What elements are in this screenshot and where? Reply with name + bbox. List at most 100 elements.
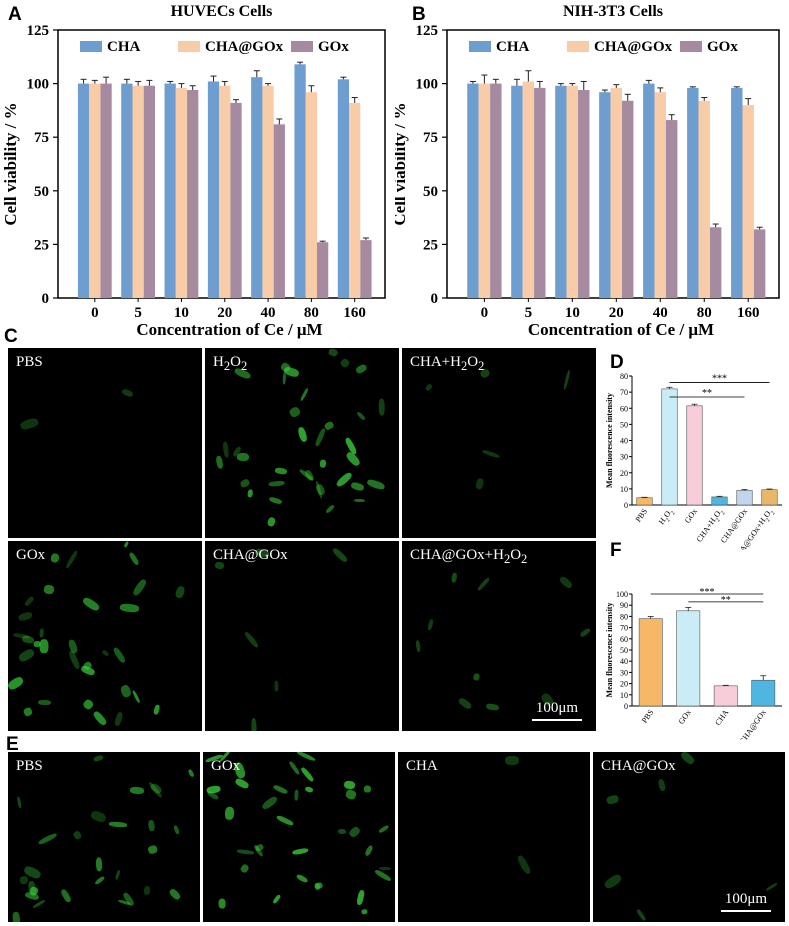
cell-spot [49,553,60,564]
bar [661,388,678,506]
cell-spot [147,844,159,854]
bar-gox [534,87,546,298]
cell-spot [186,769,195,779]
y-tick-label: 50 [620,420,628,429]
cell-spot [294,789,300,801]
tile-label: GOx [16,547,46,563]
y-tick-label: 80 [620,372,628,381]
bar-cha-gox [478,83,491,298]
y-tick-label: 40 [620,657,628,666]
cell-spot [299,387,309,402]
chart-title: NIH-3T3 Cells [563,3,663,20]
bar [736,490,753,506]
cell-spot [39,639,49,654]
cell-spot [474,477,485,491]
bar-gox [100,83,112,298]
bar-cha-gox [349,102,361,299]
cell-spot [15,796,22,810]
x-axis-label: Concentration of Ce / μM [528,320,714,339]
bar-cha [511,85,523,298]
bar-cha-gox [610,87,623,298]
cell-spot [363,844,374,857]
bar-cha [731,87,743,298]
cell-spot [558,574,574,590]
bar [676,610,701,707]
panel-label-e: E [6,734,19,755]
y-tick-label: 60 [620,635,628,644]
cell-spot [173,585,186,600]
cell-spot [273,783,289,795]
significance-label: ** [702,388,712,399]
cell-spot [337,828,347,835]
cell-spot [31,898,46,909]
legend-swatch [178,41,200,52]
cell-spot [603,872,624,890]
cell-spot [243,630,260,649]
microscopy-tile: CHA@GOx+H2O2 100μm [402,541,596,731]
cell-spot [224,806,235,821]
bar-cha [121,83,133,298]
cell-spot [120,388,134,399]
cell-spot [304,785,314,794]
cell-spot [8,675,26,692]
cell-spot [237,848,255,855]
bar-cha [337,79,350,298]
legend-label: CHA@GOx [594,39,673,55]
microscopy-tile: CHA [398,752,590,922]
cell-spot [19,417,40,431]
cell-spot [296,752,317,762]
cell-spot [172,824,180,835]
bar-gox [273,124,285,298]
cell-spot [143,885,151,895]
microscopy-tile: GOx [8,541,202,731]
x-tick-label: 80 [697,305,712,321]
y-tick-label: 100 [416,77,439,93]
legend-label: GOx [707,39,738,55]
y-axis-label: Cell viability / % [1,102,20,225]
bar-gox [753,229,766,298]
cell-spot [222,441,230,459]
cell-spot [476,576,491,591]
microscopy-tile: CHA@GOx 100μm [593,752,785,922]
cell-spot [288,406,302,419]
y-axis-label: Mean fluorescence intensity [605,393,614,488]
legend-swatch [469,41,491,52]
cell-spot [414,640,421,653]
bar-cha-gox [742,105,754,298]
y-tick-label: 125 [416,23,439,39]
x-tick-label: 40 [653,305,668,321]
cell-spot [93,874,105,886]
panel-label-f: F [610,540,622,561]
bar-cha [77,83,90,298]
bar [638,618,663,707]
cell-spot [353,498,365,503]
panel-c-microscopy: PBS H2O2 CHA+H2O2 GOx CHA@GOx CHA@GOx+H2O2 100… [8,348,598,732]
y-tick-label: 0 [42,291,50,307]
bar-cha-gox [305,92,318,299]
x-tick-label: H2O2 [657,507,677,528]
legend-swatch [680,41,702,52]
y-axis-label: Mean fluorescence intensity [605,603,614,698]
y-tick-label: 75 [423,130,438,146]
cell-spot [331,546,349,564]
x-tick-label: 5 [525,305,533,321]
tile-label: CHA@GOx [601,758,676,774]
legend-label: CHA [496,39,530,55]
cell-spot [39,628,45,638]
x-tick-label: 80 [304,305,319,321]
panel-label-c: C [4,326,18,347]
bar-cha-gox [262,85,274,298]
y-tick-label: 10 [620,691,628,700]
cell-spot [378,398,386,416]
cell-spot [130,690,141,705]
cell-spot [114,711,124,727]
tile-label: CHA+H2O2 [410,354,485,373]
x-tick-label: GOx [677,708,693,726]
cell-spot [152,704,161,716]
x-tick-label: 10 [565,305,580,321]
bar [711,496,728,506]
x-tick-label: 40 [261,305,276,321]
cell-spot [21,634,35,645]
x-tick-label: 10 [174,305,189,321]
